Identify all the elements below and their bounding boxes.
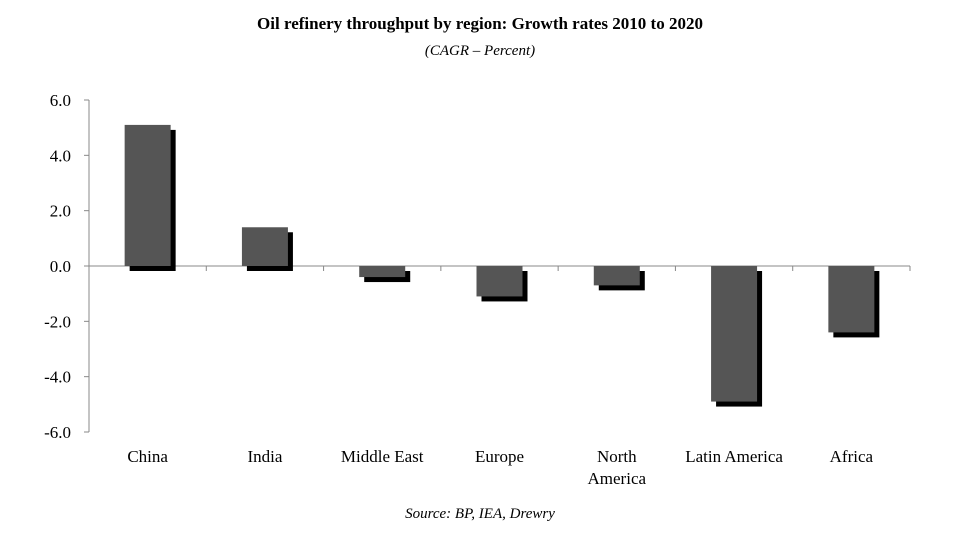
x-category-label: India	[247, 447, 282, 466]
y-tick-label: 2.0	[50, 202, 71, 221]
y-tick-label: 6.0	[50, 91, 71, 110]
bar-india	[241, 227, 288, 266]
y-tick-label: -6.0	[44, 423, 71, 442]
chart-subtitle: (CAGR – Percent)	[424, 43, 536, 59]
x-category-label: China	[127, 447, 168, 466]
bar-africa	[828, 266, 875, 333]
bar-latin-america	[711, 266, 758, 402]
x-category-label: North America	[588, 447, 647, 488]
x-category-label: Africa	[830, 447, 874, 466]
x-category-label: Middle East	[341, 447, 424, 466]
x-category-label: Latin America	[685, 447, 783, 466]
chart-title: Oil refinery throughput by region: Growt…	[257, 14, 703, 33]
chart-source: Source: BP, IEA, Drewry	[405, 506, 555, 522]
bar-china	[124, 124, 171, 267]
bar-europe	[476, 266, 523, 297]
y-tick-label: 0.0	[50, 257, 71, 276]
bar-north-america	[593, 266, 640, 286]
x-category-label: Europe	[475, 447, 524, 466]
y-tick-label: -4.0	[44, 368, 71, 387]
y-tick-label: -2.0	[44, 312, 71, 331]
bar-middle-east	[359, 266, 406, 278]
y-tick-label: 4.0	[50, 146, 71, 165]
